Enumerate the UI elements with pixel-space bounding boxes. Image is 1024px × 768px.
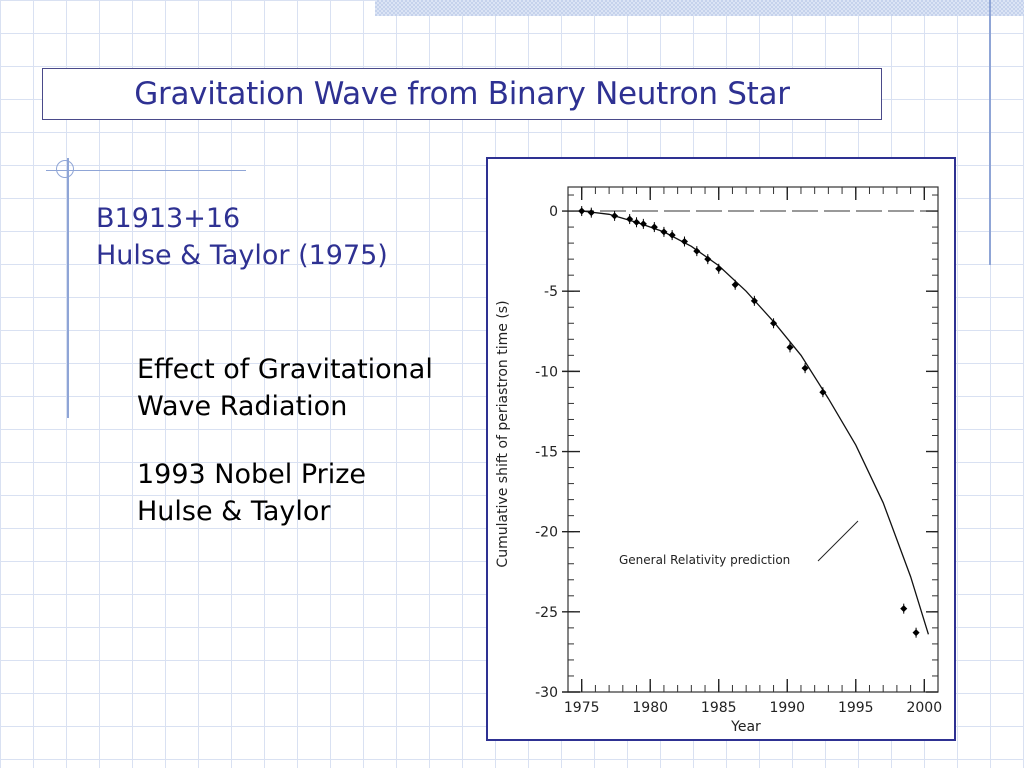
chart-frame: 1975 1980 1985 1990 1995 2000 0 -5 -10 -15 -20 -25 -… [486, 157, 956, 741]
subtitle-block: B1913+16 Hulse & Taylor (1975) [96, 200, 388, 274]
data-point [770, 319, 778, 327]
x-axis-label: Year [730, 719, 761, 735]
left-decorative-rule [67, 158, 69, 418]
point-2-line-1: 1993 Nobel Prize [137, 459, 367, 490]
y-tick-label: -10 [535, 364, 558, 380]
point-2-line-2: Hulse & Taylor [137, 496, 331, 527]
y-axis-label: Cumulative shift of periastron time (s) [495, 300, 511, 567]
data-point [660, 228, 668, 236]
x-tick-label: 1995 [838, 700, 874, 716]
periastron-shift-chart: 1975 1980 1985 1990 1995 2000 0 -5 -10 -15 -20 -25 -… [495, 186, 942, 735]
data-point [704, 255, 712, 263]
data-point [715, 265, 723, 273]
y-tick-label: -15 [535, 445, 558, 461]
y-tick-label: -5 [544, 284, 558, 300]
annotation-leader-line [817, 520, 859, 562]
slide-title: Gravitation Wave from Binary Neutron Sta… [134, 76, 790, 112]
data-point [578, 207, 586, 215]
data-point [611, 212, 619, 220]
x-tick-label: 1980 [632, 700, 668, 716]
point-1: Effect of Gravitational Wave Radiation [137, 351, 433, 425]
subtitle-line-1: B1913+16 [96, 203, 241, 234]
y-tick-label: -20 [535, 525, 558, 541]
top-decorative-band [375, 0, 1024, 16]
data-point [639, 220, 647, 228]
y-tick-label: -25 [535, 605, 558, 621]
data-point [750, 297, 758, 305]
data-point [786, 343, 794, 351]
bullet-decorative-rule [46, 170, 246, 171]
y-tick-label: -30 [535, 685, 558, 701]
point-1-line-2: Wave Radiation [137, 391, 348, 422]
x-tick-label: 1975 [564, 700, 600, 716]
x-tick-label: 1990 [769, 700, 805, 716]
right-decorative-rule [989, 0, 991, 265]
data-point [900, 605, 908, 613]
x-tick-label: 1985 [701, 700, 737, 716]
title-box: Gravitation Wave from Binary Neutron Sta… [42, 68, 882, 120]
data-point [632, 218, 641, 226]
data-point [587, 209, 595, 217]
subtitle-line-2: Hulse & Taylor (1975) [96, 240, 388, 271]
point-1-line-1: Effect of Gravitational [137, 354, 433, 385]
data-point [912, 629, 920, 637]
x-tick-label: 2000 [906, 700, 942, 716]
gr-prediction-curve [581, 210, 930, 635]
data-point [693, 247, 701, 255]
gr-prediction-annotation: General Relativity prediction [619, 553, 790, 567]
data-point [731, 281, 739, 289]
plot-frame [567, 186, 939, 693]
y-tick-label: 0 [549, 204, 558, 220]
point-2: 1993 Nobel Prize Hulse & Taylor [137, 456, 366, 530]
bullet-circle-icon [56, 160, 74, 178]
